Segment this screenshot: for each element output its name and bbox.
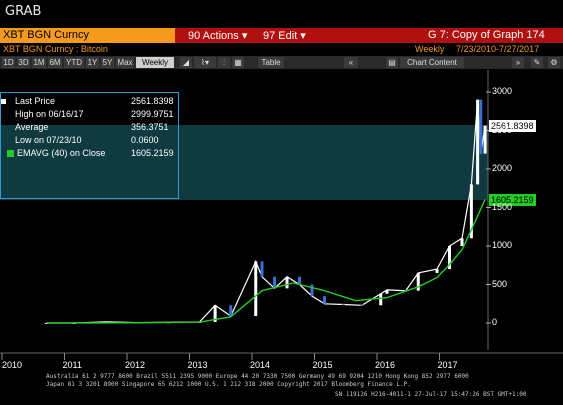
legend-avg-value: 356.3751 [131,122,169,132]
price-bar [436,269,439,273]
price-bar [484,126,487,154]
x-ticks [2,353,440,360]
legend-low-label: Low on 07/23/10 [15,135,82,145]
price-bar [323,296,326,304]
y-tick-label: 2000 [492,163,512,173]
collapse-left-icon[interactable]: « [344,57,358,68]
footer-line-3: SN 119126 H216-4011-1 27-Jul-17 15:47:26… [335,391,526,398]
last-price-marker [1,99,6,104]
x-tick-label: 2017 [438,360,458,370]
x-tick-label: 2013 [188,360,208,370]
period-label: Weekly [415,44,444,54]
collapse-right-icon[interactable]: » [512,57,524,68]
y-tick-label: 3000 [492,86,512,96]
chart-content-icon[interactable]: ▤ [386,57,398,68]
table-button[interactable]: Table [258,57,284,68]
footer-line-1: Australia 61 2 9777 8600 Brazil 5511 239… [46,373,469,380]
x-tick-label: 2011 [63,360,82,370]
price-bar [229,305,232,316]
settings-icon[interactable]: ✎ [531,57,543,68]
options-icon[interactable]: ⚙ [548,57,560,68]
price-bar [261,261,264,276]
price-bar [273,277,276,289]
chart-content-button[interactable]: Chart Content [400,57,464,68]
y-tick-label: 500 [492,279,507,289]
ema-line [46,199,485,323]
range-1d-button[interactable]: 1D [2,57,15,68]
y-tick-label: 0 [492,317,497,327]
y-tick-label: 1500 [492,202,512,212]
range-1y-button[interactable]: 1Y [86,57,99,68]
toolbar: 1D 3D 1M 6M YTD 1Y 5Y Max Weekly ◢ ⌇▾ ⫶ … [0,56,563,69]
range-6m-button[interactable]: 6M [48,57,62,68]
legend-high-value: 2999.9751 [131,109,174,119]
security-bar: XBT BGN Curncy : Bitcoin Weekly 7/23/201… [0,44,563,55]
security-name: XBT BGN Curncy : Bitcoin [3,44,108,54]
range-3d-button[interactable]: 3D [17,57,30,68]
x-tick-label: 2010 [2,360,22,370]
x-tick-label: 2015 [313,360,333,370]
legend-avg-label: Average [15,122,48,132]
actions-menu[interactable]: 90 Actions ▾ [188,29,247,42]
price-bar [254,261,257,316]
range-1m-button[interactable]: 1M [32,57,46,68]
price-bar [476,100,479,185]
edit-menu[interactable]: 97 Edit ▾ [263,29,306,42]
price-bar [386,290,389,294]
line-style-icon[interactable]: ⌇▾ [194,57,216,68]
price-bar [461,238,464,246]
price-bar [298,277,301,285]
price-bar [417,273,420,291]
footer-line-2: Japan 81 3 3201 8900 Singapore 65 6212 1… [46,381,411,388]
chart-legend[interactable]: Last Price 2561.8398 High on 06/16/17 29… [0,92,179,199]
grid-icon[interactable]: ▦ [232,57,244,68]
range-5y-button[interactable]: 5Y [101,57,114,68]
y-tick-label: 2500 [492,125,512,135]
ticker-text: XBT BGN Curncy [3,29,89,41]
legend-ema-label: EMAVG (40) on Close [17,148,105,158]
graph-title: G 7: Copy of Graph 174 [428,29,545,41]
ema-marker [7,150,14,157]
legend-low-value: 0.0600 [131,135,159,145]
legend-ema-value: 1605.2159 [131,148,174,158]
window-title-bar: GRAB [0,0,563,26]
range-max-button[interactable]: Max [116,57,134,68]
price-bar [361,305,364,306]
bar-style-icon[interactable]: ⫶ [218,57,230,68]
x-tick-label: 2012 [125,360,145,370]
range-ytd-button[interactable]: YTD [64,57,84,68]
legend-high-label: High on 06/16/17 [15,109,84,119]
x-tick-label: 2016 [375,360,395,370]
legend-last-value: 2561.8398 [131,96,174,106]
price-bar [342,304,345,305]
x-tick-label: 2014 [250,360,270,370]
legend-last-label: Last Price [15,96,55,106]
date-range: 7/23/2010-7/27/2017 [456,44,539,54]
price-bar [311,285,314,297]
frequency-dropdown[interactable]: Weekly [136,57,174,68]
price-bar [379,294,382,306]
y-tick-label: 1000 [492,240,512,250]
price-bar [286,277,289,289]
ticker-field[interactable]: XBT BGN Curncy [0,28,175,43]
price-bar [479,100,482,154]
window-title: GRAB [5,4,41,19]
chart-type-icon[interactable]: ◢ [180,57,192,68]
